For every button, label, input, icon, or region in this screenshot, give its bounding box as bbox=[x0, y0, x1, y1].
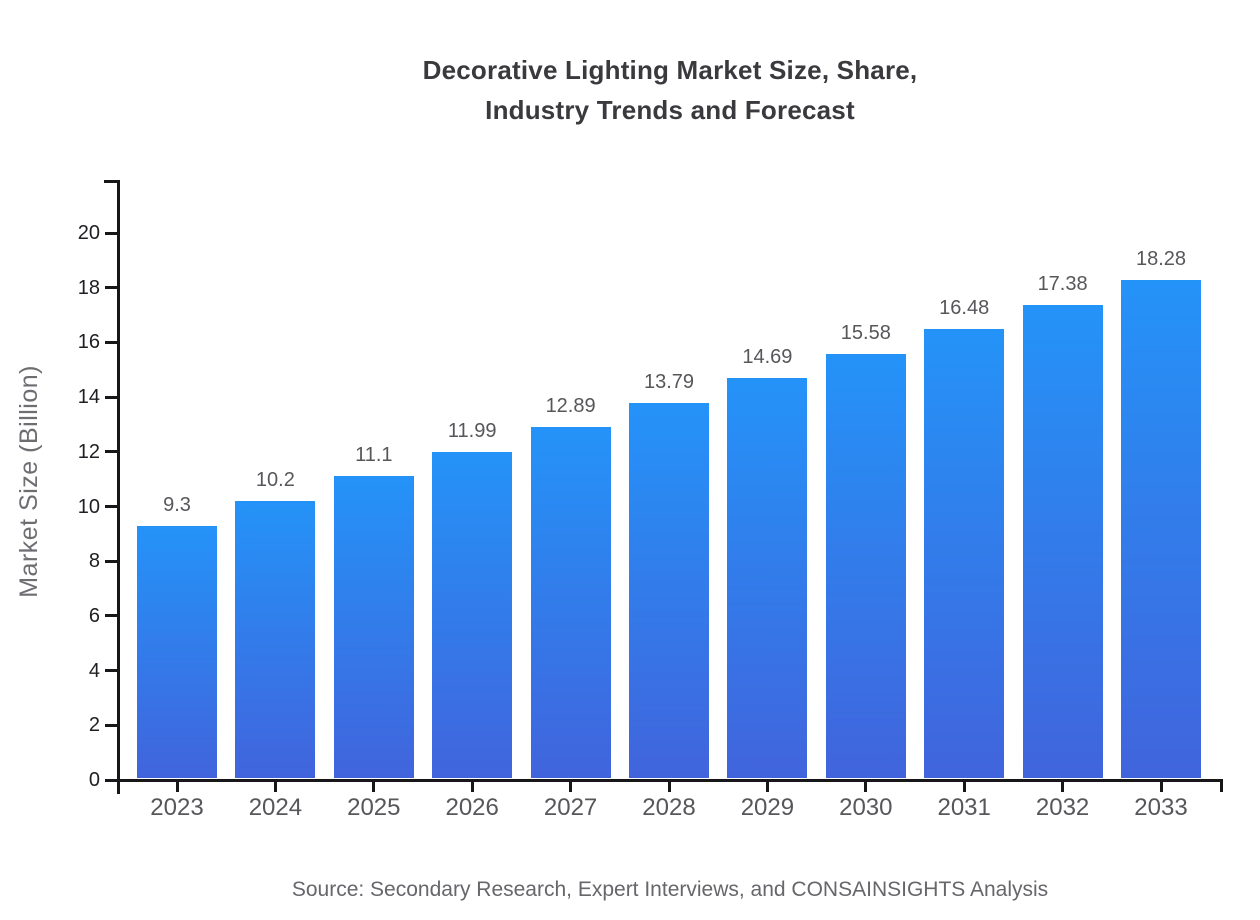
y-tick-mark bbox=[105, 723, 117, 727]
x-tick-mark bbox=[372, 782, 376, 792]
x-tick-mark bbox=[864, 782, 868, 792]
y-tick-label: 10 bbox=[77, 495, 100, 518]
x-tick-label: 2023 bbox=[150, 794, 204, 821]
y-tick-mark bbox=[105, 505, 117, 508]
bar bbox=[235, 501, 316, 778]
chart-title-line-2: Industry Trends and Forecast bbox=[485, 95, 855, 125]
y-axis-end-cap bbox=[104, 180, 117, 183]
x-tick-label: 2028 bbox=[642, 794, 696, 821]
x-axis-line bbox=[117, 779, 1223, 782]
bar bbox=[1022, 304, 1103, 778]
x-tick-label: 2031 bbox=[937, 794, 991, 821]
x-tick-mark bbox=[470, 782, 474, 792]
y-tick-mark bbox=[105, 450, 117, 454]
x-tick-label: 2033 bbox=[1134, 794, 1188, 821]
x-axis-end-cap bbox=[1220, 779, 1223, 792]
x-tick-mark bbox=[569, 782, 573, 792]
y-tick-mark bbox=[105, 395, 117, 399]
chart-title-line-1: Decorative Lighting Market Size, Share, bbox=[422, 55, 918, 85]
bar bbox=[333, 476, 414, 778]
y-tick-label: 18 bbox=[77, 276, 100, 299]
bar bbox=[530, 427, 611, 778]
x-tick-label: 2026 bbox=[445, 794, 499, 821]
bar bbox=[1121, 280, 1201, 778]
y-tick-label: 14 bbox=[77, 386, 100, 409]
y-tick-mark bbox=[105, 231, 117, 235]
x-tick-label: 2030 bbox=[839, 794, 893, 821]
y-tick-mark bbox=[105, 286, 117, 290]
y-tick-mark bbox=[105, 669, 117, 673]
y-tick-mark bbox=[105, 614, 117, 618]
y-tick-label: 2 bbox=[88, 714, 100, 737]
bar-value-label: 12.89 bbox=[545, 395, 596, 418]
bar bbox=[924, 329, 1005, 778]
bar-value-label: 13.79 bbox=[643, 370, 695, 393]
bar-value-label: 15.58 bbox=[840, 321, 891, 344]
bar-value-label: 11.1 bbox=[355, 444, 393, 467]
x-tick-mark bbox=[1061, 782, 1065, 792]
x-tick-label: 2029 bbox=[740, 794, 795, 821]
bar bbox=[432, 452, 513, 778]
bar-value-label: 14.69 bbox=[742, 346, 793, 369]
y-tick-label: 12 bbox=[77, 440, 100, 463]
y-tick-label: 6 bbox=[88, 604, 100, 627]
bar-value-label: 17.38 bbox=[1037, 272, 1088, 295]
x-tick-mark bbox=[765, 782, 769, 792]
x-tick-label: 2025 bbox=[347, 794, 401, 821]
x-tick-mark bbox=[962, 782, 966, 792]
x-tick-mark bbox=[273, 782, 277, 792]
bar bbox=[727, 378, 808, 778]
bar-value-label: 11.99 bbox=[447, 420, 497, 443]
y-tick-label: 20 bbox=[77, 222, 100, 244]
y-tick-label: 16 bbox=[77, 331, 100, 354]
bar-value-label: 9.3 bbox=[163, 493, 191, 516]
y-axis-line bbox=[117, 180, 120, 794]
y-tick-mark bbox=[105, 340, 117, 344]
source-note: Source: Secondary Research, Expert Inter… bbox=[291, 878, 1049, 901]
y-tick-mark bbox=[105, 778, 117, 782]
x-tick-mark bbox=[175, 782, 179, 792]
plot-area: 0 2 4 6 8 10 12 14 16 18 20 9.3 2023 10.2 2024 11.1 2025… bbox=[78, 180, 1223, 821]
y-tick-label: 4 bbox=[88, 659, 100, 682]
x-tick-mark bbox=[1159, 782, 1163, 792]
y-tick-label: 0 bbox=[88, 769, 100, 791]
x-tick-label: 2032 bbox=[1035, 794, 1090, 821]
x-tick-mark bbox=[667, 782, 671, 792]
bar-value-label: 16.48 bbox=[939, 297, 990, 320]
x-tick-label: 2027 bbox=[543, 794, 598, 821]
y-tick-label: 8 bbox=[88, 550, 100, 573]
bar-value-label: 18.28 bbox=[1135, 248, 1187, 271]
bar bbox=[825, 353, 906, 778]
chart-title: Decorative Lighting Market Size, Share, … bbox=[117, 50, 1223, 130]
bar bbox=[137, 525, 217, 778]
x-tick-label: 2024 bbox=[248, 794, 303, 821]
y-tick-mark bbox=[105, 559, 117, 563]
y-axis-title: Market Size (Billion) bbox=[6, 180, 52, 782]
bar bbox=[629, 402, 709, 778]
bar-value-label: 10.2 bbox=[255, 469, 295, 492]
